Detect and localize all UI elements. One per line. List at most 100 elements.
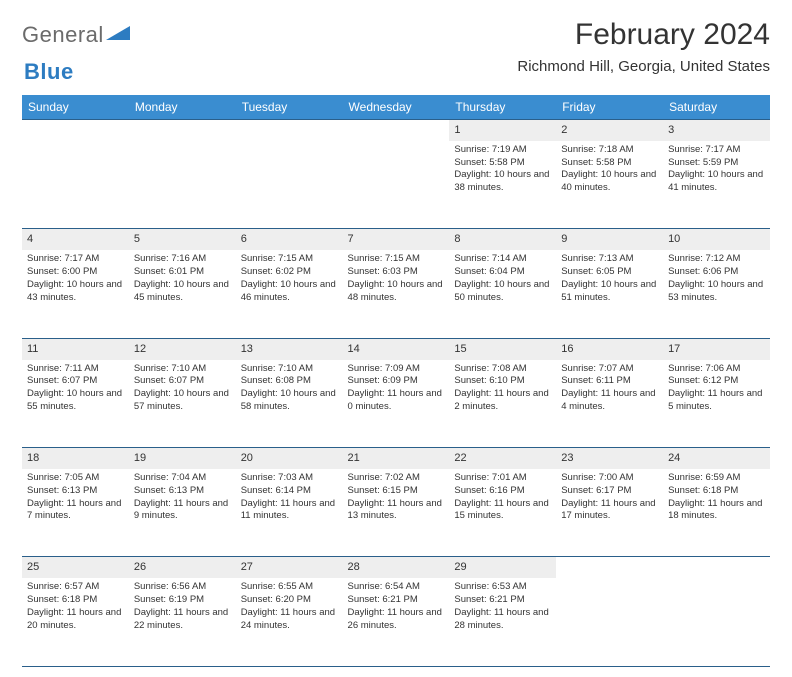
- logo-word-2: Blue: [24, 59, 74, 84]
- daylight-line: Daylight: 11 hours and 9 minutes.: [134, 498, 231, 524]
- sunset-line: Sunset: 6:16 PM: [454, 485, 551, 498]
- day-number-cell: 14: [343, 338, 450, 359]
- day-number-cell: [129, 120, 236, 141]
- daylight-line: Daylight: 10 hours and 48 minutes.: [348, 279, 445, 305]
- sunset-line: Sunset: 6:20 PM: [241, 594, 338, 607]
- day-details: Sunrise: 7:09 AMSunset: 6:09 PMDaylight:…: [343, 360, 450, 418]
- day-details: Sunrise: 6:54 AMSunset: 6:21 PMDaylight:…: [343, 578, 450, 636]
- sunrise-line: Sunrise: 7:09 AM: [348, 363, 445, 376]
- sunset-line: Sunset: 6:19 PM: [134, 594, 231, 607]
- daylight-line: Daylight: 11 hours and 11 minutes.: [241, 498, 338, 524]
- col-wednesday: Wednesday: [343, 95, 450, 120]
- sunrise-line: Sunrise: 7:10 AM: [134, 363, 231, 376]
- day-number-cell: 9: [556, 229, 663, 250]
- day-cell: Sunrise: 7:18 AMSunset: 5:58 PMDaylight:…: [556, 141, 663, 229]
- day-number-cell: 6: [236, 229, 343, 250]
- day-cell: Sunrise: 7:03 AMSunset: 6:14 PMDaylight:…: [236, 469, 343, 557]
- day-details: Sunrise: 7:07 AMSunset: 6:11 PMDaylight:…: [556, 360, 663, 418]
- col-saturday: Saturday: [663, 95, 770, 120]
- day-details: Sunrise: 7:17 AMSunset: 5:59 PMDaylight:…: [663, 141, 770, 199]
- day-details: Sunrise: 6:53 AMSunset: 6:21 PMDaylight:…: [449, 578, 556, 636]
- day-cell: Sunrise: 7:15 AMSunset: 6:03 PMDaylight:…: [343, 250, 450, 338]
- sunrise-line: Sunrise: 7:13 AM: [561, 253, 658, 266]
- day-number-cell: [236, 120, 343, 141]
- day-number-cell: 15: [449, 338, 556, 359]
- day-number-cell: 1: [449, 120, 556, 141]
- day-cell: Sunrise: 6:53 AMSunset: 6:21 PMDaylight:…: [449, 578, 556, 666]
- daylight-line: Daylight: 10 hours and 53 minutes.: [668, 279, 765, 305]
- logo-word-1: General: [22, 22, 104, 48]
- day-cell: Sunrise: 6:54 AMSunset: 6:21 PMDaylight:…: [343, 578, 450, 666]
- week-body-row: Sunrise: 7:17 AMSunset: 6:00 PMDaylight:…: [22, 250, 770, 338]
- day-cell: Sunrise: 7:12 AMSunset: 6:06 PMDaylight:…: [663, 250, 770, 338]
- sunrise-line: Sunrise: 6:55 AM: [241, 581, 338, 594]
- sunrise-line: Sunrise: 7:12 AM: [668, 253, 765, 266]
- daylight-line: Daylight: 11 hours and 28 minutes.: [454, 607, 551, 633]
- day-number-cell: 17: [663, 338, 770, 359]
- day-cell: Sunrise: 7:13 AMSunset: 6:05 PMDaylight:…: [556, 250, 663, 338]
- day-number-cell: 28: [343, 557, 450, 578]
- sunrise-line: Sunrise: 7:15 AM: [348, 253, 445, 266]
- day-cell: Sunrise: 7:17 AMSunset: 5:59 PMDaylight:…: [663, 141, 770, 229]
- day-cell: Sunrise: 6:57 AMSunset: 6:18 PMDaylight:…: [22, 578, 129, 666]
- sunset-line: Sunset: 6:07 PM: [134, 375, 231, 388]
- sunrise-line: Sunrise: 7:18 AM: [561, 144, 658, 157]
- sunset-line: Sunset: 6:17 PM: [561, 485, 658, 498]
- day-cell: Sunrise: 7:07 AMSunset: 6:11 PMDaylight:…: [556, 360, 663, 448]
- day-number-cell: 20: [236, 448, 343, 469]
- sunrise-line: Sunrise: 7:17 AM: [27, 253, 124, 266]
- day-number-cell: [663, 557, 770, 578]
- logo-triangle-icon: [106, 24, 132, 47]
- sunrise-line: Sunrise: 7:03 AM: [241, 472, 338, 485]
- day-cell: [556, 578, 663, 666]
- week-body-row: Sunrise: 6:57 AMSunset: 6:18 PMDaylight:…: [22, 578, 770, 666]
- sunset-line: Sunset: 6:14 PM: [241, 485, 338, 498]
- day-number-cell: 2: [556, 120, 663, 141]
- day-number-cell: 29: [449, 557, 556, 578]
- day-details: Sunrise: 6:57 AMSunset: 6:18 PMDaylight:…: [22, 578, 129, 636]
- day-number-cell: [343, 120, 450, 141]
- col-thursday: Thursday: [449, 95, 556, 120]
- day-details: Sunrise: 7:04 AMSunset: 6:13 PMDaylight:…: [129, 469, 236, 527]
- day-number-cell: 12: [129, 338, 236, 359]
- sunrise-line: Sunrise: 7:10 AM: [241, 363, 338, 376]
- sunrise-line: Sunrise: 7:14 AM: [454, 253, 551, 266]
- day-number-cell: 24: [663, 448, 770, 469]
- day-cell: Sunrise: 7:10 AMSunset: 6:07 PMDaylight:…: [129, 360, 236, 448]
- daylight-line: Daylight: 11 hours and 4 minutes.: [561, 388, 658, 414]
- sunset-line: Sunset: 6:10 PM: [454, 375, 551, 388]
- sunrise-line: Sunrise: 7:15 AM: [241, 253, 338, 266]
- sunrise-line: Sunrise: 6:57 AM: [27, 581, 124, 594]
- daylight-line: Daylight: 11 hours and 13 minutes.: [348, 498, 445, 524]
- daylight-line: Daylight: 10 hours and 41 minutes.: [668, 169, 765, 195]
- day-cell: Sunrise: 7:17 AMSunset: 6:00 PMDaylight:…: [22, 250, 129, 338]
- sunrise-line: Sunrise: 7:04 AM: [134, 472, 231, 485]
- day-number-cell: 8: [449, 229, 556, 250]
- day-details: Sunrise: 7:19 AMSunset: 5:58 PMDaylight:…: [449, 141, 556, 199]
- day-details: Sunrise: 6:59 AMSunset: 6:18 PMDaylight:…: [663, 469, 770, 527]
- day-details: Sunrise: 7:02 AMSunset: 6:15 PMDaylight:…: [343, 469, 450, 527]
- day-number-cell: 4: [22, 229, 129, 250]
- daylight-line: Daylight: 10 hours and 46 minutes.: [241, 279, 338, 305]
- day-cell: Sunrise: 7:10 AMSunset: 6:08 PMDaylight:…: [236, 360, 343, 448]
- day-number-cell: 22: [449, 448, 556, 469]
- sunrise-line: Sunrise: 6:53 AM: [454, 581, 551, 594]
- daylight-line: Daylight: 11 hours and 26 minutes.: [348, 607, 445, 633]
- day-number-cell: 5: [129, 229, 236, 250]
- day-details: Sunrise: 7:00 AMSunset: 6:17 PMDaylight:…: [556, 469, 663, 527]
- daylight-line: Daylight: 10 hours and 58 minutes.: [241, 388, 338, 414]
- day-cell: [236, 141, 343, 229]
- sunrise-line: Sunrise: 6:59 AM: [668, 472, 765, 485]
- day-cell: [129, 141, 236, 229]
- sunrise-line: Sunrise: 7:19 AM: [454, 144, 551, 157]
- daylight-line: Daylight: 10 hours and 50 minutes.: [454, 279, 551, 305]
- sunset-line: Sunset: 6:08 PM: [241, 375, 338, 388]
- day-number-cell: 23: [556, 448, 663, 469]
- sunrise-line: Sunrise: 7:07 AM: [561, 363, 658, 376]
- day-header-row: Sunday Monday Tuesday Wednesday Thursday…: [22, 95, 770, 120]
- day-details: Sunrise: 7:12 AMSunset: 6:06 PMDaylight:…: [663, 250, 770, 308]
- daylight-line: Daylight: 11 hours and 7 minutes.: [27, 498, 124, 524]
- daylight-line: Daylight: 10 hours and 45 minutes.: [134, 279, 231, 305]
- day-number-cell: 26: [129, 557, 236, 578]
- day-cell: Sunrise: 7:15 AMSunset: 6:02 PMDaylight:…: [236, 250, 343, 338]
